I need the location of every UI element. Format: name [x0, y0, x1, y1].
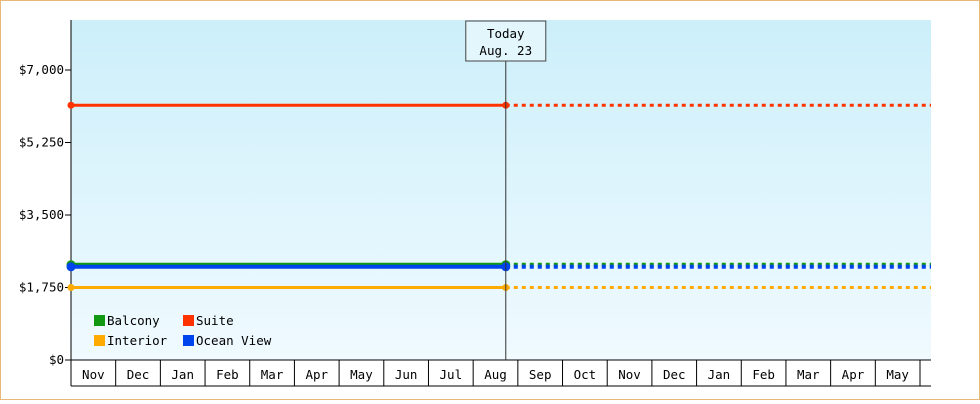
month-label: Jul [440, 367, 463, 382]
today-date: Aug. 23 [479, 43, 532, 58]
month-label: Dec [663, 367, 686, 382]
legend-swatch-interior [94, 335, 105, 346]
month-label: Nov [82, 367, 105, 382]
month-label: Sep [529, 367, 552, 382]
legend-swatch-balcony [94, 315, 105, 326]
month-label: Jan [708, 367, 731, 382]
month-label: May [886, 367, 909, 382]
series-suite-start-point [67, 101, 75, 109]
month-label: Jan [171, 367, 194, 382]
y-tick-label: $0 [49, 352, 64, 367]
month-label: Aug [484, 367, 507, 382]
y-tick-label: $3,500 [19, 207, 64, 222]
legend-label-suite: Suite [196, 313, 234, 328]
series-interior-start-point [67, 284, 75, 291]
today-title: Today [487, 26, 525, 41]
legend-swatch-ocean-view [183, 335, 194, 346]
month-label: Apr [842, 367, 865, 382]
legend-label-interior: Interior [107, 333, 168, 348]
series-ocean-view-start-point [66, 262, 76, 272]
today-box [465, 20, 547, 62]
y-tick-label: $7,000 [19, 62, 64, 77]
month-label: Jun [395, 367, 418, 382]
month-label: Mar [797, 367, 820, 382]
month-label: Nov [618, 367, 641, 382]
month-label: Apr [305, 367, 328, 382]
legend-swatch-suite [183, 315, 194, 326]
month-label: Feb [216, 367, 239, 382]
plot-area [71, 20, 931, 360]
month-label: Mar [261, 367, 284, 382]
legend-label-ocean-view: Ocean View [196, 333, 272, 348]
month-label: Feb [752, 367, 775, 382]
y-tick-label: $1,750 [19, 280, 64, 295]
month-label: May [350, 367, 373, 382]
legend-label-balcony: Balcony [107, 313, 160, 328]
month-label: Dec [127, 367, 150, 382]
month-label: Oct [574, 367, 597, 382]
y-tick-label: $5,250 [19, 135, 64, 150]
